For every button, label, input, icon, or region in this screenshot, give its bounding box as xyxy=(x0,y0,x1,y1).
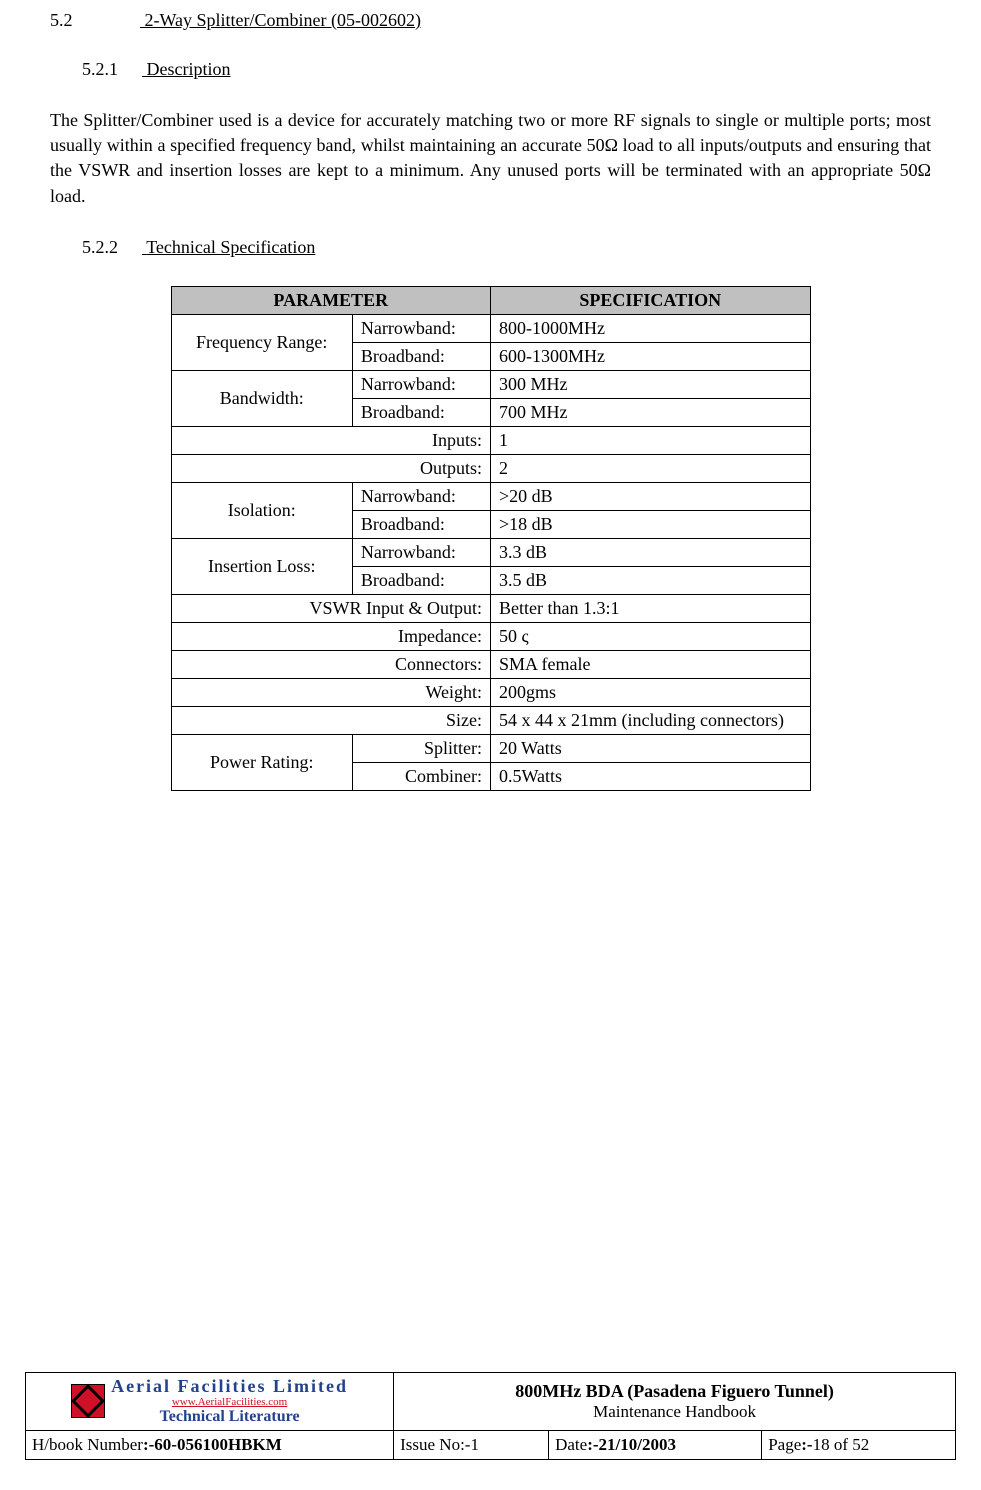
section-title: 2-Way Splitter/Combiner (05-002602) xyxy=(145,10,422,30)
page-of: of xyxy=(830,1435,853,1454)
table-row-vswr-val: Better than 1.3:1 xyxy=(490,594,810,622)
page-sep: :- xyxy=(801,1435,812,1454)
table-row-il-bb-label: Broadband: xyxy=(352,566,490,594)
subsection-spec-title: Technical Specification xyxy=(146,237,315,257)
subsection-desc-title: Description xyxy=(147,59,231,79)
specification-table: PARAMETER SPECIFICATION Frequency Range:… xyxy=(171,286,811,791)
table-header-specification: SPECIFICATION xyxy=(490,286,810,314)
footer-title-cell: 800MHz BDA (Pasadena Figuero Tunnel) Mai… xyxy=(394,1372,956,1430)
table-row-conn-label: Connectors: xyxy=(171,650,490,678)
page-label: Page xyxy=(768,1435,801,1454)
table-row-il-label: Insertion Loss: xyxy=(171,538,352,594)
table-row-iso-bb-label: Broadband: xyxy=(352,510,490,538)
table-row-freq-nb-label: Narrowband: xyxy=(352,314,490,342)
table-row-il-nb-label: Narrowband: xyxy=(352,538,490,566)
page-footer: Aerial Facilities Limited www.AerialFaci… xyxy=(25,1372,956,1460)
table-row-conn-val: SMA female xyxy=(490,650,810,678)
table-row-bw-nb-val: 300 MHz xyxy=(490,370,810,398)
footer-issue: Issue No:-1 xyxy=(394,1431,549,1460)
table-row-bw-bb-val: 700 MHz xyxy=(490,398,810,426)
table-row-freq-label: Frequency Range: xyxy=(171,314,352,370)
table-row-il-nb-val: 3.3 dB xyxy=(490,538,810,566)
hbook-label: H/book Number xyxy=(32,1435,143,1454)
logo-tech-literature: Technical Literature xyxy=(160,1408,300,1426)
section-heading: 5.2 2-Way Splitter/Combiner (05-002602) xyxy=(50,10,931,31)
table-row-weight-label: Weight: xyxy=(171,678,490,706)
issue-val: 1 xyxy=(470,1435,479,1454)
table-row-size-val: 54 x 44 x 21mm (including connectors) xyxy=(490,706,810,734)
table-row-inputs-val: 1 xyxy=(490,426,810,454)
hbook-val: :-60-056100HBKM xyxy=(143,1435,282,1454)
date-label: Date xyxy=(555,1435,587,1454)
table-row-outputs-val: 2 xyxy=(490,454,810,482)
footer-page: Page:-18 of 52 xyxy=(762,1431,956,1460)
table-row-freq-bb-label: Broadband: xyxy=(352,342,490,370)
table-row-pr-split-label: Splitter: xyxy=(352,734,490,762)
table-row-iso-bb-val: >18 dB xyxy=(490,510,810,538)
table-row-outputs-label: Outputs: xyxy=(171,454,490,482)
table-row-freq-bb-val: 600-1300MHz xyxy=(490,342,810,370)
table-row-weight-val: 200gms xyxy=(490,678,810,706)
table-row-pr-comb-val: 0.5Watts xyxy=(490,762,810,790)
date-val: :-21/10/2003 xyxy=(587,1435,676,1454)
footer-hbook: H/book Number:-60-056100HBKM xyxy=(26,1431,394,1460)
table-row-vswr-label: VSWR Input & Output: xyxy=(171,594,490,622)
table-row-iso-nb-label: Narrowband: xyxy=(352,482,490,510)
doc-subtitle: Maintenance Handbook xyxy=(400,1402,949,1422)
table-row-bw-label: Bandwidth: xyxy=(171,370,352,426)
doc-title: 800MHz BDA (Pasadena Figuero Tunnel) xyxy=(400,1381,949,1402)
page-total: 52 xyxy=(852,1435,869,1454)
table-header-parameter: PARAMETER xyxy=(171,286,490,314)
footer-date: Date:-21/10/2003 xyxy=(549,1431,762,1460)
table-row-iso-nb-val: >20 dB xyxy=(490,482,810,510)
subsection-desc-number: 5.2.1 xyxy=(82,59,118,80)
table-row-imp-val: 50 ς xyxy=(490,622,810,650)
table-row-pr-split-val: 20 Watts xyxy=(490,734,810,762)
table-row-il-bb-val: 3.5 dB xyxy=(490,566,810,594)
page-cur: 18 xyxy=(813,1435,830,1454)
description-paragraph: The Splitter/Combiner used is a device f… xyxy=(50,108,931,209)
section-number: 5.2 xyxy=(50,10,140,31)
logo-icon xyxy=(71,1384,105,1418)
table-row-imp-label: Impedance: xyxy=(171,622,490,650)
table-row-freq-nb-val: 800-1000MHz xyxy=(490,314,810,342)
table-row-inputs-label: Inputs: xyxy=(171,426,490,454)
table-row-pr-comb-label: Combiner: xyxy=(352,762,490,790)
issue-label: Issue No:- xyxy=(400,1435,470,1454)
footer-logo-cell: Aerial Facilities Limited www.AerialFaci… xyxy=(26,1372,394,1430)
subsection-spec-heading: 5.2.2 Technical Specification xyxy=(82,237,931,258)
table-row-size-label: Size: xyxy=(171,706,490,734)
subsection-description-heading: 5.2.1 Description xyxy=(82,59,931,80)
logo-url: www.AerialFacilities.com xyxy=(172,1396,287,1408)
table-row-bw-bb-label: Broadband: xyxy=(352,398,490,426)
logo-title: Aerial Facilities Limited xyxy=(111,1377,348,1397)
subsection-spec-number: 5.2.2 xyxy=(82,237,118,258)
table-row-bw-nb-label: Narrowband: xyxy=(352,370,490,398)
table-row-pr-label: Power Rating: xyxy=(171,734,352,790)
table-row-iso-label: Isolation: xyxy=(171,482,352,538)
